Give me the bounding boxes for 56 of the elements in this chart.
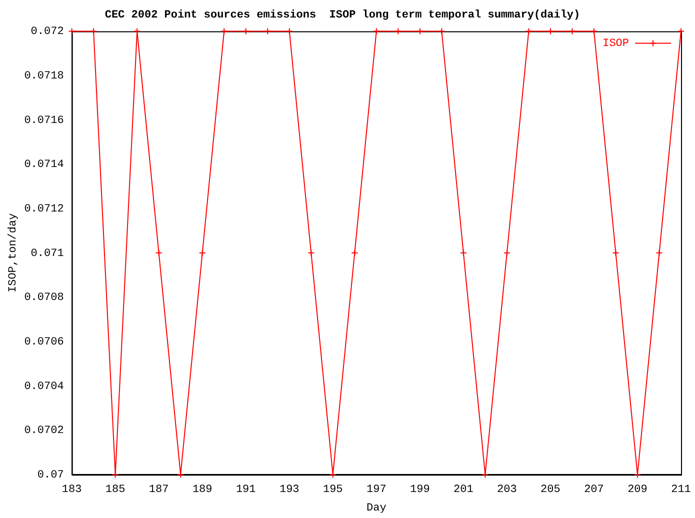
point bbox=[394, 28, 402, 35]
x-tick-label: 187 bbox=[148, 484, 169, 496]
point bbox=[546, 28, 554, 35]
point bbox=[612, 249, 620, 256]
y-tick-label: 0.0714 bbox=[24, 159, 64, 172]
point bbox=[525, 28, 532, 35]
point bbox=[482, 471, 489, 478]
point bbox=[112, 471, 119, 478]
x-tick-label: 189 bbox=[192, 484, 212, 496]
y-tick-label: 0.071 bbox=[30, 248, 64, 260]
point bbox=[438, 28, 446, 35]
y-tick-label: 0.0718 bbox=[24, 70, 64, 82]
point bbox=[155, 249, 162, 256]
point bbox=[460, 249, 467, 256]
legend-label: ISOP bbox=[602, 38, 630, 50]
y-tick-label: 0.072 bbox=[30, 26, 64, 38]
x-tick-label: 183 bbox=[62, 484, 82, 496]
point bbox=[329, 471, 336, 478]
point bbox=[177, 471, 184, 478]
x-tick-label: 209 bbox=[628, 484, 648, 496]
point bbox=[590, 28, 598, 35]
y-tick-label: 0.0702 bbox=[24, 425, 64, 438]
y-tick-label: 0.0706 bbox=[24, 336, 64, 348]
y-tick-label: 0.0708 bbox=[24, 292, 64, 304]
x-tick-label: 185 bbox=[105, 484, 126, 496]
x-tick-label: 191 bbox=[236, 484, 256, 496]
x-tick-label: 197 bbox=[366, 484, 386, 496]
x-tick-label: 205 bbox=[540, 484, 560, 496]
point bbox=[198, 249, 206, 256]
point bbox=[90, 28, 98, 35]
point bbox=[220, 28, 228, 35]
point bbox=[134, 28, 141, 35]
x-tick-label: 199 bbox=[410, 484, 430, 496]
point bbox=[351, 249, 358, 256]
y-tick-label: 0.0704 bbox=[24, 380, 64, 393]
x-tick-label: 211 bbox=[671, 484, 692, 496]
point bbox=[568, 28, 576, 35]
point bbox=[242, 28, 250, 35]
x-tick-label: 201 bbox=[454, 484, 474, 496]
point bbox=[264, 28, 272, 35]
y-tick-label: 0.0716 bbox=[24, 114, 64, 127]
y-axis-title: ISOP,ton/day bbox=[8, 212, 20, 293]
x-tick-label: 203 bbox=[497, 484, 517, 496]
x-tick-label: 207 bbox=[584, 484, 604, 496]
point bbox=[503, 249, 510, 256]
point bbox=[416, 28, 424, 35]
point bbox=[656, 249, 663, 256]
x-tick-label: 195 bbox=[322, 484, 343, 496]
y-tick-label: 0.0712 bbox=[24, 203, 64, 216]
y-tick-label: 0.07 bbox=[37, 470, 64, 482]
x-axis-title: Day bbox=[366, 502, 387, 514]
point bbox=[286, 28, 293, 35]
point bbox=[372, 28, 380, 35]
point bbox=[308, 249, 315, 256]
chart-title: CEC 2002 Point sources emissions ISOP long term temporal summary(daily) bbox=[104, 9, 580, 22]
x-tick-label: 193 bbox=[279, 484, 300, 496]
